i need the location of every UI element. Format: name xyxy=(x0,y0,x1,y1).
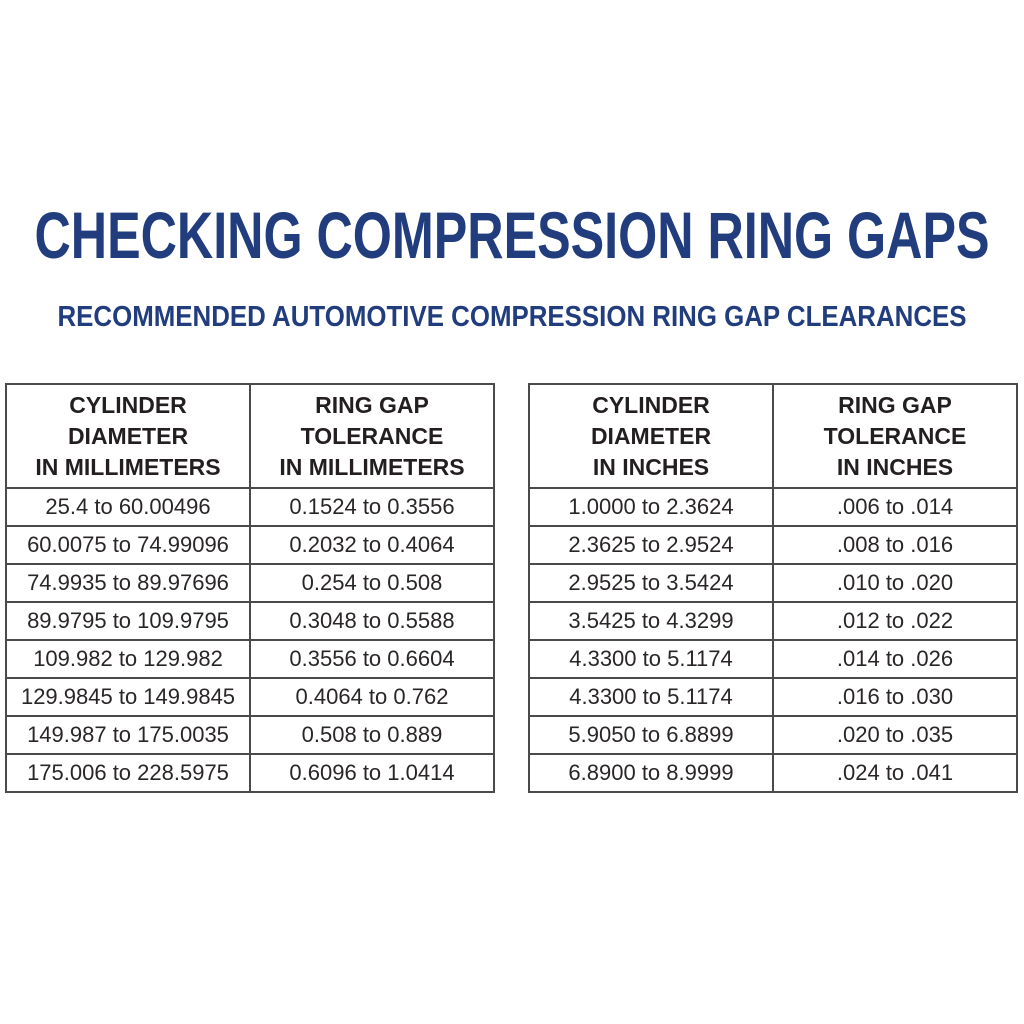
cell-diameter: 25.4 to 60.00496 xyxy=(5,487,251,527)
column-header-cylinder-diameter-mm: CYLINDER DIAMETER IN MILLIMETERS xyxy=(5,383,251,489)
page-title-graphic: CHECKING COMPRESSION RING GAPS xyxy=(35,198,990,272)
cell-tolerance: 0.6096 to 1.0414 xyxy=(249,753,495,793)
table-row: 175.006 to 228.5975 0.6096 to 1.0414 xyxy=(5,753,495,793)
table-row: 4.3300 to 5.1174 .016 to .030 xyxy=(528,677,1018,717)
cell-diameter: 5.9050 to 6.8899 xyxy=(528,715,774,755)
header-line: RING GAP xyxy=(315,391,429,418)
cell-tolerance: 0.254 to 0.508 xyxy=(249,563,495,603)
cell-tolerance: 0.3556 to 0.6604 xyxy=(249,639,495,679)
cell-diameter: 149.987 to 175.0035 xyxy=(5,715,251,755)
cell-tolerance: 0.2032 to 0.4064 xyxy=(249,525,495,565)
table-row: 129.9845 to 149.9845 0.4064 to 0.762 xyxy=(5,677,495,717)
cell-diameter: 4.3300 to 5.1174 xyxy=(528,677,774,717)
cell-tolerance: 0.4064 to 0.762 xyxy=(249,677,495,717)
header-line: DIAMETER xyxy=(67,422,189,449)
column-header-ring-gap-tolerance-in: RING GAP TOLERANCE IN INCHES xyxy=(772,383,1018,489)
cell-diameter: 4.3300 to 5.1174 xyxy=(528,639,774,679)
cell-tolerance: 0.3048 to 0.5588 xyxy=(249,601,495,641)
cell-diameter: 89.9795 to 109.9795 xyxy=(5,601,251,641)
cell-tolerance: .006 to .014 xyxy=(772,487,1018,527)
page-subtitle: RECOMMENDED AUTOMOTIVE COMPRESSION RING … xyxy=(58,301,967,333)
table-row: 89.9795 to 109.9795 0.3048 to 0.5588 xyxy=(5,601,495,641)
header-line: TOLERANCE xyxy=(823,422,967,449)
table-row: 3.5425 to 4.3299 .012 to .022 xyxy=(528,601,1018,641)
table-millimeters: CYLINDER DIAMETER IN MILLIMETERS RING GA… xyxy=(5,383,495,793)
table-row: 6.8900 to 8.9999 .024 to .041 xyxy=(528,753,1018,793)
cell-tolerance: .010 to .020 xyxy=(772,563,1018,603)
cell-diameter: 175.006 to 228.5975 xyxy=(5,753,251,793)
cell-tolerance: 0.508 to 0.889 xyxy=(249,715,495,755)
table-row: 109.982 to 129.982 0.3556 to 0.6604 xyxy=(5,639,495,679)
cell-tolerance: 0.1524 to 0.3556 xyxy=(249,487,495,527)
header-line: TOLERANCE xyxy=(300,422,444,449)
cell-diameter: 129.9845 to 149.9845 xyxy=(5,677,251,717)
cell-diameter: 6.8900 to 8.9999 xyxy=(528,753,774,793)
table-header-row: CYLINDER DIAMETER IN MILLIMETERS RING GA… xyxy=(5,383,495,489)
column-header-cylinder-diameter-in: CYLINDER DIAMETER IN INCHES xyxy=(528,383,774,489)
table-row: 149.987 to 175.0035 0.508 to 0.889 xyxy=(5,715,495,755)
header-line: RING GAP xyxy=(838,391,952,418)
table-row: 25.4 to 60.00496 0.1524 to 0.3556 xyxy=(5,487,495,527)
cell-diameter: 74.9935 to 89.97696 xyxy=(5,563,251,603)
cell-tolerance: .008 to .016 xyxy=(772,525,1018,565)
cell-tolerance: .016 to .030 xyxy=(772,677,1018,717)
cell-tolerance: .014 to .026 xyxy=(772,639,1018,679)
header-line: CYLINDER xyxy=(69,391,187,418)
table-row: 1.0000 to 2.3624 .006 to .014 xyxy=(528,487,1018,527)
header-line: IN INCHES xyxy=(836,453,954,480)
cell-tolerance: .024 to .041 xyxy=(772,753,1018,793)
table-row: 74.9935 to 89.97696 0.254 to 0.508 xyxy=(5,563,495,603)
header-line: IN INCHES xyxy=(592,453,710,480)
table-row: 60.0075 to 74.99096 0.2032 to 0.4064 xyxy=(5,525,495,565)
table-row: 5.9050 to 6.8899 .020 to .035 xyxy=(528,715,1018,755)
header-line: DIAMETER xyxy=(590,422,712,449)
table-inches: CYLINDER DIAMETER IN INCHES RING GAP TOL… xyxy=(528,383,1018,793)
page-subtitle-graphic: RECOMMENDED AUTOMOTIVE COMPRESSION RING … xyxy=(58,301,967,333)
header-line: IN MILLIMETERS xyxy=(279,453,465,480)
cell-diameter: 3.5425 to 4.3299 xyxy=(528,601,774,641)
page-title: CHECKING COMPRESSION RING GAPS xyxy=(35,198,990,272)
table-row: 2.9525 to 3.5424 .010 to .020 xyxy=(528,563,1018,603)
header-line: CYLINDER xyxy=(592,391,710,418)
cell-tolerance: .020 to .035 xyxy=(772,715,1018,755)
cell-diameter: 2.9525 to 3.5424 xyxy=(528,563,774,603)
cell-diameter: 2.3625 to 2.9524 xyxy=(528,525,774,565)
column-header-ring-gap-tolerance-mm: RING GAP TOLERANCE IN MILLIMETERS xyxy=(249,383,495,489)
header-line: IN MILLIMETERS xyxy=(35,453,221,480)
table-header-row: CYLINDER DIAMETER IN INCHES RING GAP TOL… xyxy=(528,383,1018,489)
cell-tolerance: .012 to .022 xyxy=(772,601,1018,641)
cell-diameter: 60.0075 to 74.99096 xyxy=(5,525,251,565)
table-row: 2.3625 to 2.9524 .008 to .016 xyxy=(528,525,1018,565)
table-row: 4.3300 to 5.1174 .014 to .026 xyxy=(528,639,1018,679)
cell-diameter: 1.0000 to 2.3624 xyxy=(528,487,774,527)
cell-diameter: 109.982 to 129.982 xyxy=(5,639,251,679)
